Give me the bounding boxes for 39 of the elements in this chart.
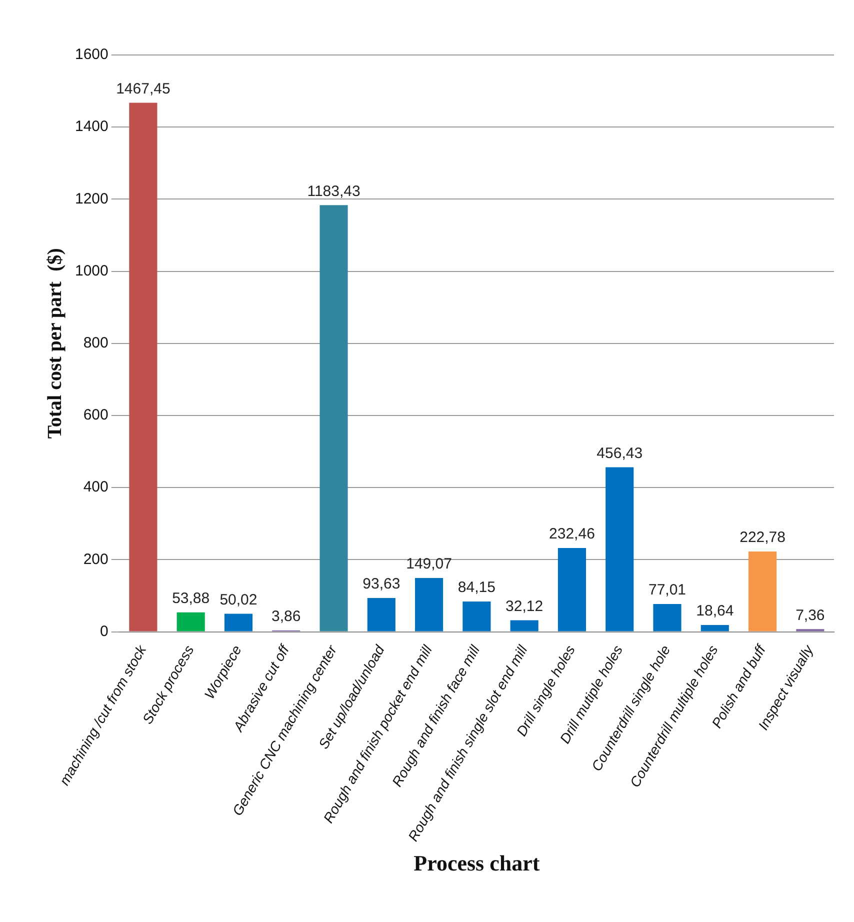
y-axis-title: Total cost per part ($) <box>44 248 66 439</box>
bar <box>129 102 158 632</box>
y-tick-label: 200 <box>83 550 108 568</box>
y-tick-label: 800 <box>83 334 108 352</box>
data-label: 84,15 <box>458 579 496 596</box>
data-label: 232,46 <box>549 526 595 543</box>
data-label: 222,78 <box>740 529 786 546</box>
y-tick-label: 0 <box>100 622 108 640</box>
data-label: 32,12 <box>506 598 544 615</box>
bar <box>510 620 538 632</box>
data-label: 93,63 <box>362 576 400 593</box>
bar <box>176 612 205 632</box>
data-label: 7,36 <box>796 606 825 624</box>
bar <box>415 578 444 632</box>
x-axis-title: Process chart <box>414 850 540 876</box>
data-label: 77,01 <box>648 582 686 599</box>
bar <box>653 604 682 632</box>
bar <box>748 551 777 632</box>
bar <box>700 625 729 632</box>
y-tick-label: 600 <box>83 406 108 424</box>
bar <box>367 598 396 632</box>
y-tick-label: 1600 <box>74 46 108 64</box>
data-label: 18,64 <box>696 602 734 620</box>
data-label: 53,88 <box>172 590 210 607</box>
data-label: 50,02 <box>220 591 258 608</box>
data-label: 456,43 <box>596 444 643 462</box>
data-label: 1467,45 <box>116 80 170 98</box>
bar <box>558 548 586 632</box>
y-tick-label: 1400 <box>74 118 108 136</box>
data-label: 149,07 <box>406 556 452 573</box>
y-tick-label: 1200 <box>74 190 108 208</box>
bar <box>462 601 491 632</box>
y-tick-label: 1000 <box>74 262 108 280</box>
data-label: 3,86 <box>272 608 301 626</box>
bar <box>224 614 253 632</box>
bar <box>606 467 634 632</box>
bar <box>320 205 348 632</box>
data-label: 1183,43 <box>307 182 360 200</box>
y-tick-label: 400 <box>83 478 108 496</box>
